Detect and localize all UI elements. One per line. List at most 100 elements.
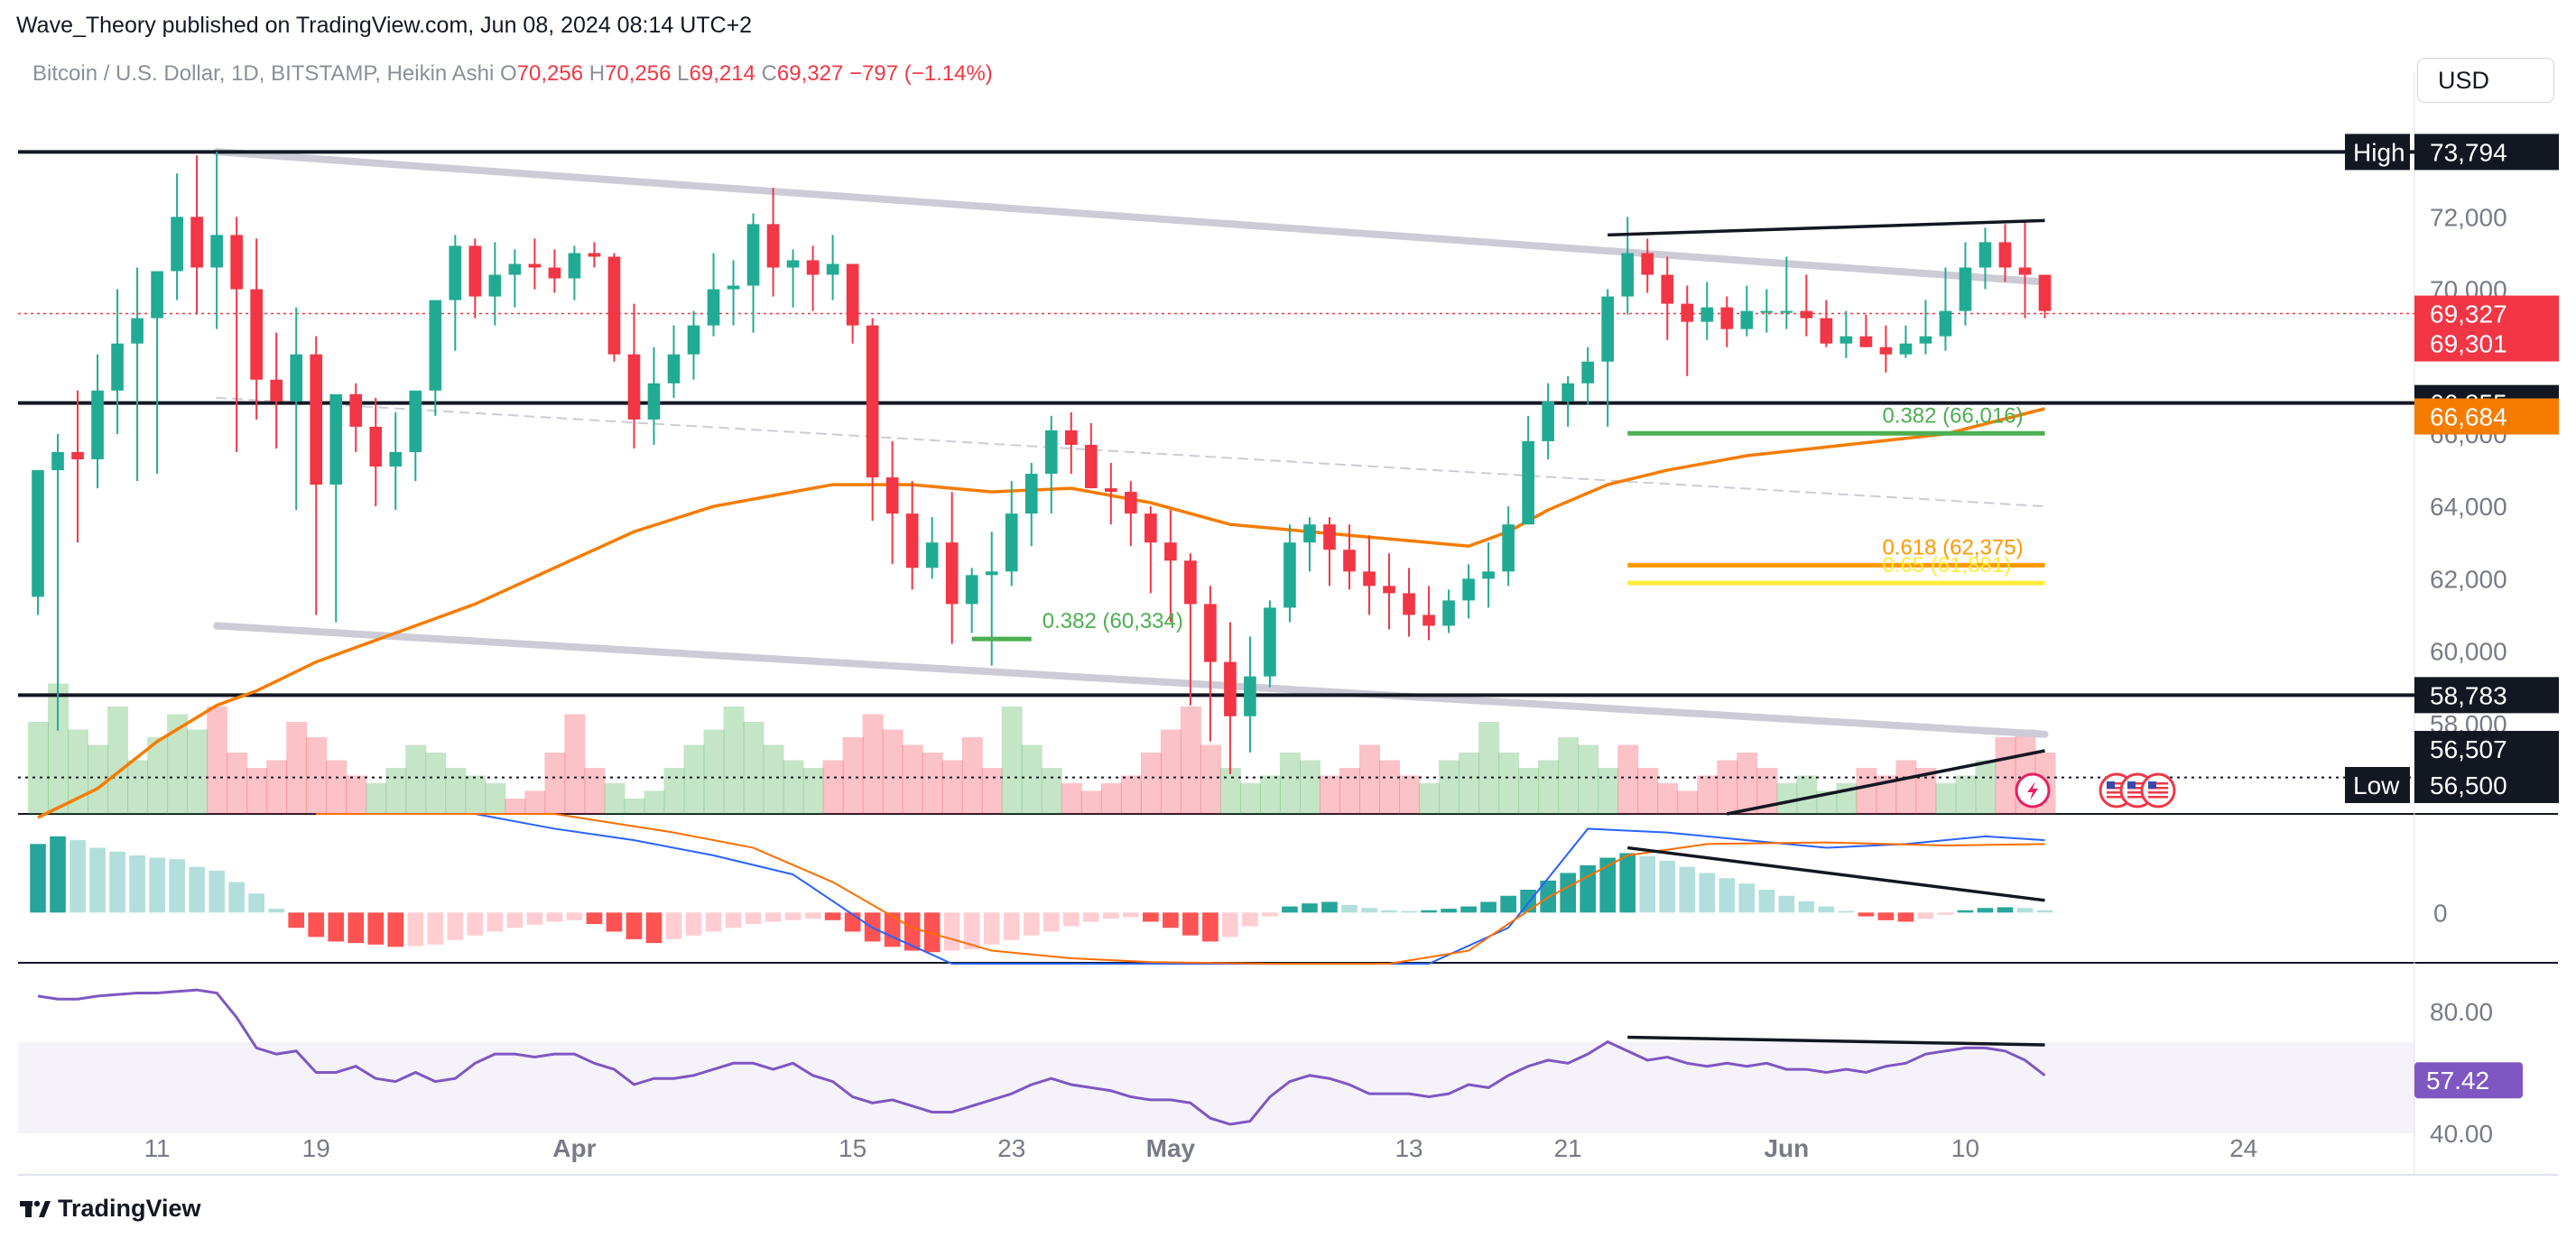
candle-body bbox=[2018, 267, 2032, 275]
candle-body bbox=[111, 343, 124, 391]
grid bbox=[18, 72, 2558, 1176]
price-tick-label: 60,000 bbox=[2430, 638, 2507, 666]
macd-histogram-bar bbox=[784, 912, 802, 920]
macd-histogram-bar bbox=[1937, 912, 1954, 915]
candle-body bbox=[1064, 430, 1078, 445]
candle-body bbox=[945, 542, 959, 605]
candle-body bbox=[846, 263, 859, 326]
volume-bar bbox=[187, 729, 208, 814]
macd-histogram-bar bbox=[129, 855, 145, 913]
fib-label: 0.382 (60,334) bbox=[1042, 609, 1183, 633]
volume-bar bbox=[425, 753, 447, 814]
volume-bar bbox=[1975, 760, 1997, 814]
level-side-tag-text: High bbox=[2353, 138, 2405, 166]
macd-histogram-bar bbox=[1659, 860, 1676, 913]
macd-histogram-bar bbox=[169, 859, 185, 913]
volume-bar bbox=[1021, 744, 1042, 814]
candle-body bbox=[1044, 430, 1058, 475]
macd-histogram-bar bbox=[486, 912, 504, 932]
channel-upper-line bbox=[213, 148, 2049, 286]
level-tag-text: 56,507 bbox=[2430, 735, 2507, 763]
volume-bar bbox=[326, 760, 347, 814]
us-flag-icon bbox=[2140, 772, 2176, 808]
volume-bar bbox=[524, 790, 546, 814]
us-flag-icon-stripe bbox=[2148, 782, 2168, 785]
time-tick-label: Apr bbox=[552, 1134, 596, 1162]
macd-histogram-bar bbox=[1957, 910, 1974, 913]
brand-name: TradingView bbox=[58, 1195, 201, 1222]
volume-bar bbox=[246, 768, 268, 814]
volume-bar bbox=[88, 744, 109, 814]
candle-body bbox=[468, 245, 482, 297]
price-tick-label: 62,000 bbox=[2430, 565, 2507, 593]
volume-bar bbox=[1895, 760, 1917, 814]
macd-histogram-bar bbox=[1639, 855, 1656, 913]
candle-body bbox=[1601, 296, 1615, 362]
macd-histogram-bar bbox=[1361, 908, 1377, 913]
macd-histogram-bar bbox=[1321, 901, 1338, 913]
macd-histogram-bar bbox=[586, 912, 603, 924]
macd-histogram-bar bbox=[606, 912, 623, 932]
time-tick-label: 13 bbox=[1395, 1134, 1422, 1162]
candle-body bbox=[1422, 614, 1435, 626]
candle-body bbox=[1879, 346, 1893, 355]
candle-body bbox=[1264, 607, 1276, 677]
macd-histogram-bar bbox=[1123, 912, 1139, 918]
macd-histogram-bar bbox=[1062, 912, 1080, 927]
level-side-tag bbox=[2345, 767, 2410, 803]
high-value: 70,256 bbox=[605, 61, 672, 86]
symbol-legend[interactable]: Bitcoin / U.S. Dollar, 1D, BITSTAMP, Hei… bbox=[32, 61, 993, 87]
macd-histogram-bar bbox=[1242, 912, 1258, 927]
volume-trendline bbox=[1726, 749, 2045, 816]
macd-histogram-bar bbox=[347, 912, 365, 944]
macd-histogram-bar bbox=[367, 912, 385, 945]
volume-bar bbox=[1061, 783, 1082, 814]
candle-body bbox=[1859, 336, 1873, 347]
currency-button[interactable]: USD bbox=[2417, 58, 2554, 103]
candle-body bbox=[349, 393, 363, 427]
candle-body bbox=[1581, 361, 1595, 383]
candle-body bbox=[1760, 310, 1774, 313]
volume-bar bbox=[68, 729, 89, 814]
price-channel bbox=[213, 148, 2049, 738]
macd-histogram-bar bbox=[1858, 912, 1875, 917]
macd-histogram-bar bbox=[1023, 912, 1040, 936]
macd-histogram-bar bbox=[903, 912, 921, 951]
volume-bar bbox=[28, 722, 50, 814]
candle-body bbox=[627, 354, 641, 420]
rsi-value-tag bbox=[2414, 1062, 2523, 1099]
candle-body bbox=[727, 285, 740, 290]
candle-body bbox=[1343, 550, 1356, 572]
volume-bar bbox=[306, 737, 328, 814]
volume-bar bbox=[902, 744, 923, 814]
candle-body bbox=[885, 477, 899, 514]
macd-histogram-bar bbox=[1679, 866, 1696, 913]
candle-body bbox=[1820, 318, 1833, 344]
volume-bar bbox=[1259, 775, 1281, 814]
volume-bar bbox=[1299, 760, 1320, 814]
volume-bar bbox=[922, 753, 943, 814]
volume-bar bbox=[783, 760, 804, 814]
macd-histogram-bar bbox=[725, 912, 742, 928]
macd-histogram-bar bbox=[566, 912, 583, 920]
us-flag-icon-stripe bbox=[2127, 787, 2147, 790]
macd-histogram-bar bbox=[1381, 910, 1397, 913]
volume-bar bbox=[266, 760, 288, 814]
price-trendline bbox=[1608, 218, 2045, 237]
macd-histogram-bar bbox=[2016, 908, 2034, 913]
fib-label: 0.382 (66,016) bbox=[1882, 403, 2023, 428]
us-flag-icon-stripe bbox=[2107, 796, 2127, 799]
macd-histogram-bar bbox=[1222, 912, 1238, 938]
candle-body bbox=[1998, 242, 2012, 268]
tradingview-logo[interactable]: TradingView bbox=[20, 1195, 201, 1223]
volume-bar bbox=[1558, 737, 1580, 814]
candle-body bbox=[1323, 524, 1336, 550]
time-tick-label: 10 bbox=[1951, 1134, 1979, 1162]
volume-bar bbox=[743, 722, 764, 814]
candle-body bbox=[607, 256, 621, 355]
ema-value-tag-text: 66,684 bbox=[2430, 403, 2507, 431]
volume-bar bbox=[862, 714, 884, 814]
volume-area bbox=[28, 683, 2056, 814]
candle-body bbox=[746, 224, 760, 286]
macd-histogram-bar bbox=[1143, 912, 1159, 922]
